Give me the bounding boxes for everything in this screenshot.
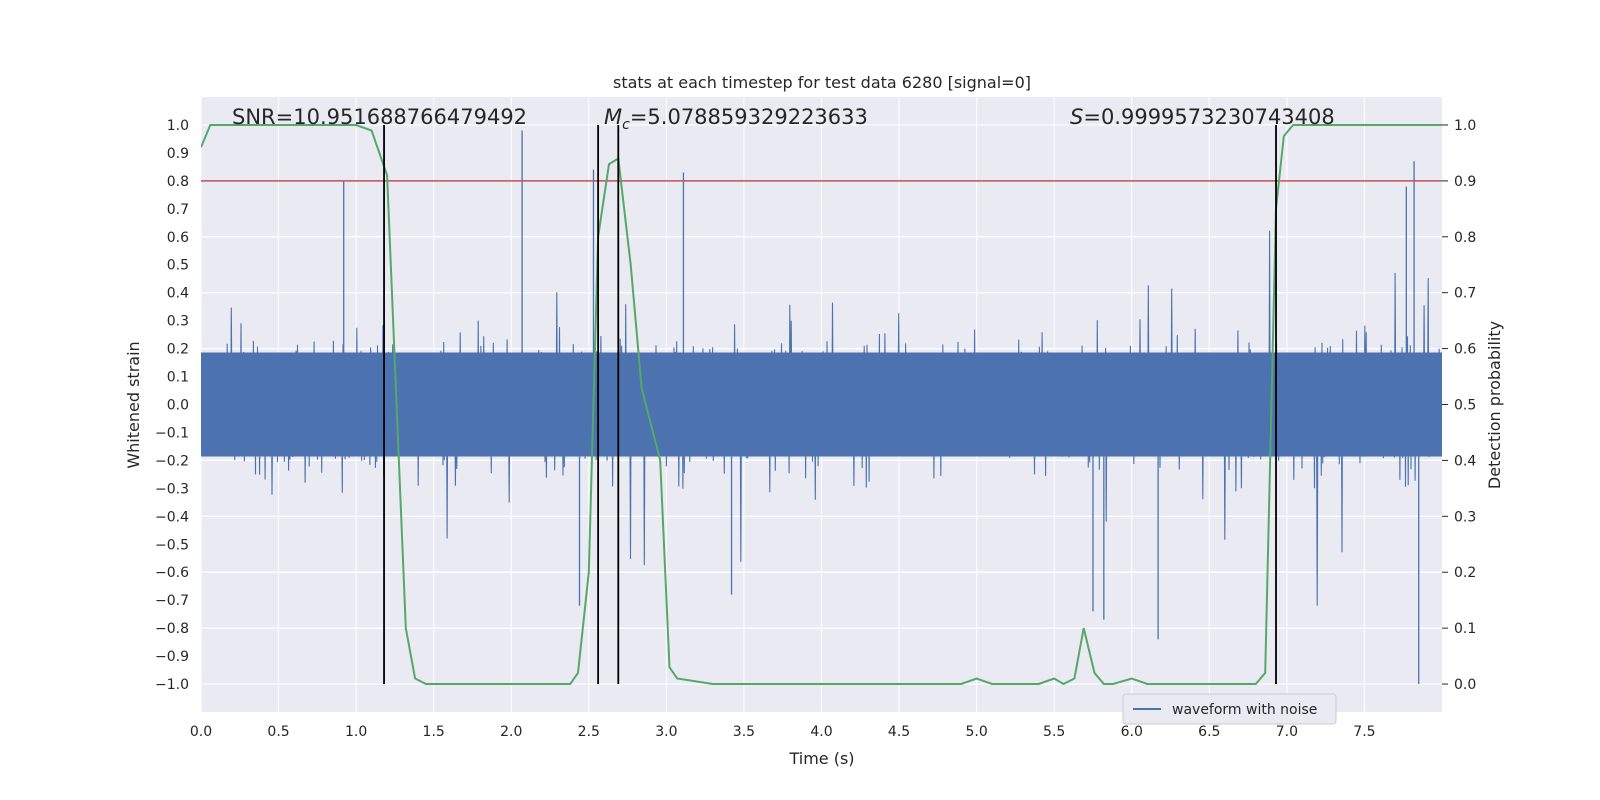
x-tick-label: 7.5 — [1353, 724, 1375, 740]
y-left-tick-label: 0.9 — [167, 146, 189, 162]
y-left-tick-label: 0.6 — [167, 230, 189, 246]
y-right-tick-label: 0.5 — [1454, 398, 1476, 414]
y-left-tick-label: −0.6 — [155, 565, 189, 581]
snr-annotation: SNR=10.951688766479492 — [232, 105, 527, 129]
y-left-tick-label: −0.9 — [155, 649, 189, 665]
y-right-tick-label: 0.8 — [1454, 230, 1476, 246]
significance-value: =0.9999573230743408 — [1083, 105, 1334, 129]
x-tick-label: 2.0 — [500, 724, 522, 740]
y-right-tick-label: 0.0 — [1454, 677, 1476, 693]
significance-symbol: S — [1070, 105, 1083, 129]
y-left-tick-label: −0.5 — [155, 537, 189, 553]
x-tick-label: 0.5 — [267, 724, 289, 740]
y-left-tick-label: 0.3 — [167, 314, 189, 330]
x-tick-label: 2.5 — [578, 724, 600, 740]
legend: waveform with noise — [1122, 693, 1337, 725]
y-left-tick-label: 0.0 — [167, 398, 189, 414]
probability-series — [201, 124, 1442, 686]
x-tick-label: 1.5 — [423, 724, 445, 740]
y-left-tick-label: 0.7 — [167, 202, 189, 218]
y-left-tick-label: 0.8 — [167, 174, 189, 190]
y-left-tick-label: −0.3 — [155, 481, 189, 497]
y-right-tick-label: 0.6 — [1454, 342, 1476, 358]
significance-annotation: S=0.9999573230743408 — [1070, 105, 1335, 129]
x-axis-ticks: 0.0 0.5 1.0 1.5 2.0 2.5 3.0 3.5 4.0 4.5 5.0 5.5 6.0 6… — [190, 724, 1376, 740]
waveform-core-band — [201, 352, 1442, 457]
y-left-tick-label: −0.7 — [155, 593, 189, 609]
y-left-tick-label: 1.0 — [167, 118, 189, 134]
y-right-tick-label: 0.2 — [1454, 565, 1476, 581]
marker-lines — [383, 124, 1277, 685]
x-tick-label: 6.0 — [1121, 724, 1143, 740]
detection-probability-line — [201, 124, 1442, 686]
y-left-tick-label: −0.4 — [155, 509, 189, 525]
y-left-tick-label: 0.5 — [167, 258, 189, 274]
x-tick-label: 7.0 — [1276, 724, 1298, 740]
x-tick-label: 5.0 — [965, 724, 987, 740]
legend-label: waveform with noise — [1172, 702, 1317, 718]
y-right-tick-label: 0.3 — [1454, 509, 1476, 525]
y-left-tick-label: −0.8 — [155, 621, 189, 637]
x-tick-label: 3.5 — [733, 724, 755, 740]
x-tick-label: 3.0 — [655, 724, 677, 740]
y-left-tick-label: −1.0 — [155, 677, 189, 693]
chirp-mass-symbol: M — [604, 105, 622, 129]
y-left-tick-label: −0.1 — [155, 425, 189, 441]
legend-box — [1122, 693, 1337, 725]
y-axis-left-label: Whitened strain — [124, 341, 143, 468]
chart-title: stats at each timestep for test data 628… — [613, 73, 1031, 92]
y-right-tick-label: 0.4 — [1454, 453, 1476, 469]
y-axis-left-ticks: 1.0 0.9 0.8 0.7 0.6 0.5 0.4 0.3 0.2 0.1 0.0 −0.1 −0.… — [155, 118, 189, 693]
x-tick-label: 5.5 — [1043, 724, 1065, 740]
plot-content — [201, 124, 1442, 686]
chirp-mass-value: =5.078859329223633 — [630, 105, 868, 129]
x-tick-label: 1.0 — [345, 724, 367, 740]
y-right-tick-label: 0.1 — [1454, 621, 1476, 637]
x-tick-label: 4.5 — [888, 724, 910, 740]
y-axis-right-ticks: 1.0 0.9 0.8 0.7 0.6 0.5 0.4 0.3 0.2 0.1 0.0 — [1442, 118, 1476, 693]
chirp-mass-subscript: c — [622, 117, 630, 133]
waveform-series — [201, 130, 1442, 685]
y-left-tick-label: 0.4 — [167, 286, 189, 302]
y-left-tick-label: 0.1 — [167, 370, 189, 386]
y-right-tick-label: 1.0 — [1454, 118, 1476, 134]
x-tick-label: 4.0 — [810, 724, 832, 740]
x-axis-label: Time (s) — [788, 749, 854, 768]
y-left-tick-label: −0.2 — [155, 453, 189, 469]
chirp-mass-annotation: Mc=5.078859329223633 — [604, 105, 868, 133]
y-right-tick-label: 0.7 — [1454, 286, 1476, 302]
y-right-tick-label: 0.9 — [1454, 174, 1476, 190]
y-axis-right-label: Detection probability — [1485, 321, 1504, 489]
y-left-tick-label: 0.2 — [167, 342, 189, 358]
x-tick-label: 0.0 — [190, 724, 212, 740]
x-tick-label: 6.5 — [1198, 724, 1220, 740]
